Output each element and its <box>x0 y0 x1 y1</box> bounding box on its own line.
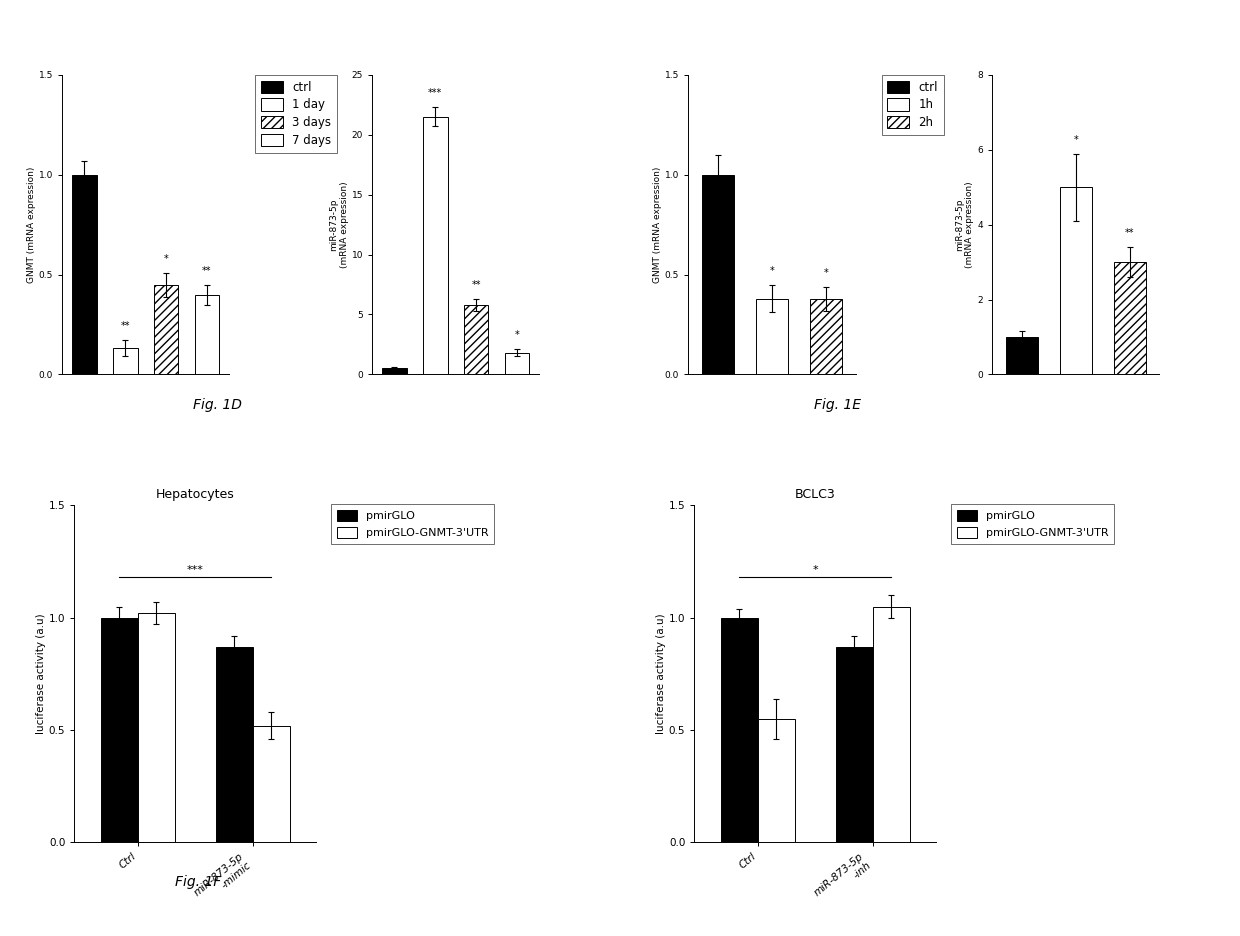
Y-axis label: luciferase activity (a.u): luciferase activity (a.u) <box>656 614 666 734</box>
Y-axis label: GNMT (mRNA expression): GNMT (mRNA expression) <box>27 167 36 283</box>
Bar <box>873 607 910 842</box>
Bar <box>720 618 758 842</box>
Bar <box>836 647 873 842</box>
Bar <box>702 175 734 374</box>
Bar <box>810 299 842 374</box>
Bar <box>1059 187 1092 374</box>
Bar <box>100 618 138 842</box>
Y-axis label: luciferase activity (a.u): luciferase activity (a.u) <box>36 614 46 734</box>
Text: *: * <box>812 565 818 575</box>
Y-axis label: miR-873-5p
(mRNA expression): miR-873-5p (mRNA expression) <box>955 182 975 268</box>
Text: *: * <box>515 330 520 341</box>
Title: BCLC3: BCLC3 <box>795 489 836 502</box>
Legend: pmirGLO, pmirGLO-GNMT-3'UTR: pmirGLO, pmirGLO-GNMT-3'UTR <box>331 505 494 544</box>
Bar <box>382 369 407 374</box>
Legend: ctrl, 1h, 2h: ctrl, 1h, 2h <box>882 75 944 135</box>
Text: Fig. 1F: Fig. 1F <box>175 875 222 889</box>
Text: ***: *** <box>187 565 203 575</box>
Bar <box>505 353 529 374</box>
Bar <box>216 647 253 842</box>
Text: *: * <box>823 268 828 278</box>
Text: **: ** <box>471 280 481 290</box>
Text: ***: *** <box>428 88 443 98</box>
Bar <box>423 117 448 374</box>
Bar <box>755 299 789 374</box>
Legend: pmirGLO, pmirGLO-GNMT-3'UTR: pmirGLO, pmirGLO-GNMT-3'UTR <box>951 505 1114 544</box>
Text: Fig. 1E: Fig. 1E <box>813 398 861 412</box>
Text: *: * <box>164 254 169 264</box>
Bar <box>195 295 219 374</box>
Bar <box>253 725 290 842</box>
Bar <box>758 719 795 842</box>
Bar <box>464 305 489 374</box>
Text: *: * <box>1074 135 1078 144</box>
Legend: ctrl, 1 day, 3 days, 7 days: ctrl, 1 day, 3 days, 7 days <box>255 75 337 153</box>
Bar <box>154 285 179 374</box>
Bar <box>72 175 97 374</box>
Text: *: * <box>770 266 774 275</box>
Title: Hepatocytes: Hepatocytes <box>156 489 234 502</box>
Text: **: ** <box>202 266 212 275</box>
Y-axis label: miR-873-5p
(mRNA expression): miR-873-5p (mRNA expression) <box>330 182 348 268</box>
Y-axis label: GNMT (mRNA expression): GNMT (mRNA expression) <box>653 167 662 283</box>
Text: **: ** <box>1125 228 1135 238</box>
Text: **: ** <box>120 321 130 331</box>
Bar <box>1006 337 1038 374</box>
Bar <box>1114 262 1146 374</box>
Text: Fig. 1D: Fig. 1D <box>192 398 242 412</box>
Bar <box>113 348 138 374</box>
Bar <box>138 613 175 842</box>
